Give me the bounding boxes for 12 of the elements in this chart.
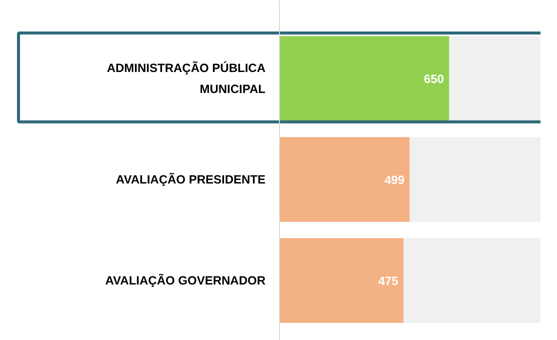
bar bbox=[280, 238, 404, 323]
data-label: 499 bbox=[384, 173, 405, 187]
y-tick-label: AVALIAÇÃO GOVERNADOR bbox=[105, 274, 266, 288]
data-label: 650 bbox=[424, 72, 444, 86]
bar bbox=[280, 137, 410, 222]
y-tick-label: AVALIAÇÃO PRESIDENTE bbox=[116, 172, 266, 186]
bar bbox=[280, 36, 450, 121]
data-label: 475 bbox=[378, 274, 399, 288]
bar bbox=[403, 238, 540, 323]
bar bbox=[449, 36, 540, 121]
y-tick-label: ADMINISTRAÇÃO PÚBLICA MUNICIPAL bbox=[106, 61, 266, 96]
bar bbox=[410, 137, 540, 222]
